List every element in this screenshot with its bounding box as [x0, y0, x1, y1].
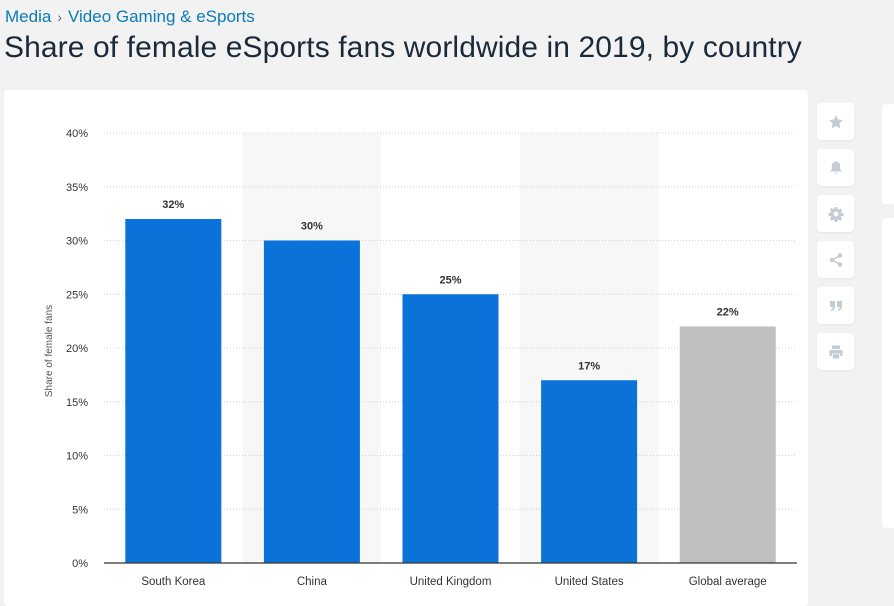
- bar: [125, 219, 222, 563]
- y-tick-label: 15%: [66, 397, 88, 409]
- data-label: 22%: [717, 307, 739, 319]
- y-tick-label: 5%: [72, 504, 88, 516]
- y-tick-label: 30%: [66, 236, 88, 248]
- favorite-button[interactable]: [817, 103, 854, 140]
- settings-button[interactable]: [817, 195, 854, 232]
- y-tick-label: 10%: [66, 451, 88, 463]
- x-tick-label: United Kingdom: [410, 576, 492, 588]
- cite-button[interactable]: [817, 287, 854, 324]
- x-tick-label: Global average: [689, 576, 767, 588]
- breadcrumb-item-video-gaming[interactable]: Video Gaming & eSports: [67, 7, 255, 26]
- x-tick-label: China: [297, 576, 328, 588]
- y-axis-title: Share of female fans: [44, 305, 55, 397]
- y-tick-label: 25%: [66, 289, 88, 301]
- y-tick-label: 35%: [66, 182, 88, 194]
- data-label: 25%: [439, 274, 461, 286]
- breadcrumb: Media › Video Gaming & eSports: [5, 7, 255, 27]
- y-tick-label: 0%: [72, 558, 88, 570]
- breadcrumb-separator: ›: [57, 9, 62, 25]
- breadcrumb-item-media[interactable]: Media: [5, 7, 52, 26]
- chart-card: 0% 5% 10% 15% 20% 25% 30% 35% 40% 32% South Korea 3…: [4, 90, 808, 606]
- bar: [402, 294, 499, 563]
- side-panel: [882, 218, 894, 528]
- chart-toolbar: [817, 103, 854, 370]
- bell-icon: [829, 161, 842, 174]
- quote-icon: [829, 300, 842, 311]
- star-icon: [828, 114, 843, 128]
- bar: [541, 380, 638, 563]
- x-tick-label: United States: [555, 576, 624, 588]
- data-label: 32%: [162, 199, 184, 211]
- share-button[interactable]: [817, 241, 854, 278]
- side-panel: [882, 104, 894, 204]
- print-button[interactable]: [817, 333, 854, 370]
- bar: [263, 240, 360, 563]
- data-label: 30%: [301, 221, 323, 233]
- notification-button[interactable]: [817, 149, 854, 186]
- x-tick-label: South Korea: [141, 576, 206, 588]
- bar-chart: 0% 5% 10% 15% 20% 25% 30% 35% 40% 32% South Korea 3…: [44, 128, 797, 588]
- data-label: 17%: [578, 360, 600, 372]
- bar: [679, 326, 776, 563]
- y-tick-label: 20%: [66, 343, 88, 355]
- share-icon: [829, 252, 842, 267]
- gear-icon: [827, 206, 844, 222]
- page-title: Share of female eSports fans worldwide i…: [4, 31, 802, 64]
- print-icon: [829, 345, 842, 358]
- y-tick-label: 40%: [66, 128, 88, 140]
